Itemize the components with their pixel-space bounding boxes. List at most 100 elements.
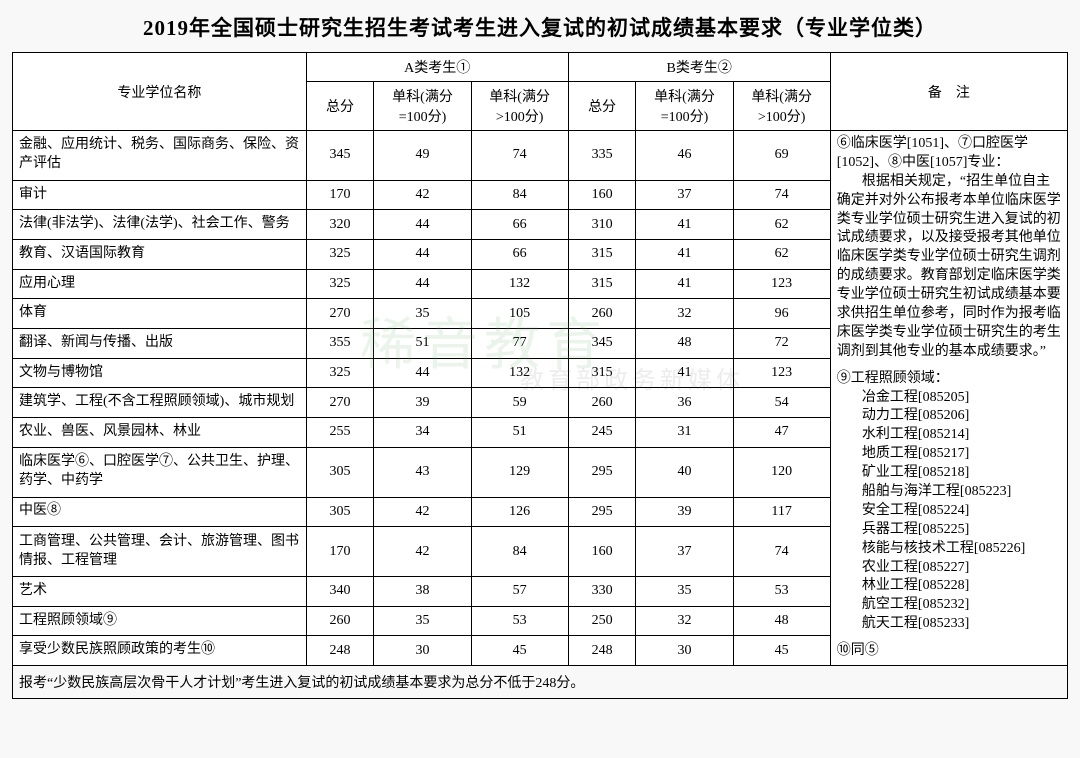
cell-value: 32	[636, 299, 733, 329]
cell-value: 132	[471, 358, 568, 388]
cell-name: 中医⑧	[13, 497, 307, 527]
cell-value: 40	[636, 447, 733, 497]
cell-value: 41	[636, 240, 733, 270]
cell-value: 53	[733, 577, 830, 607]
page-title: 2019年全国硕士研究生招生考试考生进入复试的初试成绩基本要求（专业学位类）	[12, 12, 1068, 42]
cell-value: 255	[306, 418, 374, 448]
cell-value: 340	[306, 577, 374, 607]
cell-value: 53	[471, 606, 568, 636]
cell-value: 345	[306, 131, 374, 181]
th-group-a: A类考生①	[306, 53, 568, 82]
cell-value: 310	[568, 210, 636, 240]
cell-value: 57	[471, 577, 568, 607]
cell-value: 35	[636, 577, 733, 607]
cell-value: 47	[733, 418, 830, 448]
cell-value: 42	[374, 497, 471, 527]
cell-value: 295	[568, 497, 636, 527]
cell-value: 42	[374, 180, 471, 210]
cell-value: 62	[733, 210, 830, 240]
cell-name: 农业、兽医、风景园林、林业	[13, 418, 307, 448]
cell-name: 审计	[13, 180, 307, 210]
cell-value: 132	[471, 269, 568, 299]
cell-value: 77	[471, 329, 568, 359]
cell-value: 44	[374, 210, 471, 240]
th-b-100: 单科(满分=100分)	[636, 82, 733, 131]
cell-value: 325	[306, 240, 374, 270]
cell-value: 315	[568, 240, 636, 270]
cell-name: 应用心理	[13, 269, 307, 299]
table-header: 专业学位名称 A类考生① B类考生② 备 注 总分 单科(满分=100分) 单科…	[13, 53, 1068, 131]
th-a-100: 单科(满分=100分)	[374, 82, 471, 131]
cell-value: 41	[636, 358, 733, 388]
cell-value: 44	[374, 240, 471, 270]
cell-value: 34	[374, 418, 471, 448]
table-body: 金融、应用统计、税务、国际商务、保险、资产评估34549743354669⑥临床…	[13, 131, 1068, 666]
cell-value: 120	[733, 447, 830, 497]
cell-name: 体育	[13, 299, 307, 329]
cell-value: 170	[306, 527, 374, 577]
cell-value: 295	[568, 447, 636, 497]
cell-name: 临床医学⑥、口腔医学⑦、公共卫生、护理、药学、中药学	[13, 447, 307, 497]
th-b-total: 总分	[568, 82, 636, 131]
cell-value: 305	[306, 447, 374, 497]
cell-name: 建筑学、工程(不含工程照顾领域)、城市规划	[13, 388, 307, 418]
cell-value: 62	[733, 240, 830, 270]
cell-name: 法律(非法学)、法律(法学)、社会工作、警务	[13, 210, 307, 240]
cell-value: 72	[733, 329, 830, 359]
page: 2019年全国硕士研究生招生考试考生进入复试的初试成绩基本要求（专业学位类） 专…	[0, 0, 1080, 699]
footer-note: 报考“少数民族高层次骨干人才计划”考生进入复试的初试成绩基本要求为总分不低于24…	[12, 666, 1068, 699]
cell-name: 工程照顾领域⑨	[13, 606, 307, 636]
cell-value: 105	[471, 299, 568, 329]
cell-value: 117	[733, 497, 830, 527]
cell-value: 42	[374, 527, 471, 577]
cell-value: 315	[568, 358, 636, 388]
table-row: 金融、应用统计、税务、国际商务、保险、资产评估34549743354669⑥临床…	[13, 131, 1068, 181]
cell-value: 74	[733, 527, 830, 577]
cell-value: 245	[568, 418, 636, 448]
cell-name: 金融、应用统计、税务、国际商务、保险、资产评估	[13, 131, 307, 181]
cell-value: 250	[568, 606, 636, 636]
cell-value: 32	[636, 606, 733, 636]
th-group-b: B类考生②	[568, 53, 830, 82]
cell-value: 315	[568, 269, 636, 299]
cell-value: 270	[306, 388, 374, 418]
cell-value: 51	[374, 329, 471, 359]
cell-name: 文物与博物馆	[13, 358, 307, 388]
cell-value: 260	[568, 299, 636, 329]
cell-value: 96	[733, 299, 830, 329]
cell-value: 49	[374, 131, 471, 181]
cell-value: 123	[733, 358, 830, 388]
cell-value: 248	[306, 636, 374, 666]
cell-value: 31	[636, 418, 733, 448]
score-table: 专业学位名称 A类考生① B类考生② 备 注 总分 单科(满分=100分) 单科…	[12, 52, 1068, 666]
cell-value: 355	[306, 329, 374, 359]
cell-name: 翻译、新闻与传播、出版	[13, 329, 307, 359]
cell-value: 325	[306, 358, 374, 388]
cell-value: 330	[568, 577, 636, 607]
cell-value: 260	[568, 388, 636, 418]
cell-value: 160	[568, 180, 636, 210]
cell-value: 45	[471, 636, 568, 666]
cell-value: 123	[733, 269, 830, 299]
th-notes: 备 注	[830, 53, 1067, 131]
cell-name: 工商管理、公共管理、会计、旅游管理、图书情报、工程管理	[13, 527, 307, 577]
cell-value: 74	[471, 131, 568, 181]
cell-value: 54	[733, 388, 830, 418]
cell-value: 30	[636, 636, 733, 666]
cell-value: 345	[568, 329, 636, 359]
notes-cell: ⑥临床医学[1051]、⑦口腔医学[1052]、⑧中医[1057]专业：根据相关…	[830, 131, 1067, 666]
cell-value: 335	[568, 131, 636, 181]
th-name: 专业学位名称	[13, 53, 307, 131]
cell-value: 69	[733, 131, 830, 181]
cell-value: 74	[733, 180, 830, 210]
cell-value: 160	[568, 527, 636, 577]
cell-value: 129	[471, 447, 568, 497]
cell-value: 126	[471, 497, 568, 527]
cell-value: 39	[374, 388, 471, 418]
cell-value: 59	[471, 388, 568, 418]
th-a-total: 总分	[306, 82, 374, 131]
cell-value: 260	[306, 606, 374, 636]
cell-value: 270	[306, 299, 374, 329]
cell-value: 170	[306, 180, 374, 210]
cell-name: 教育、汉语国际教育	[13, 240, 307, 270]
